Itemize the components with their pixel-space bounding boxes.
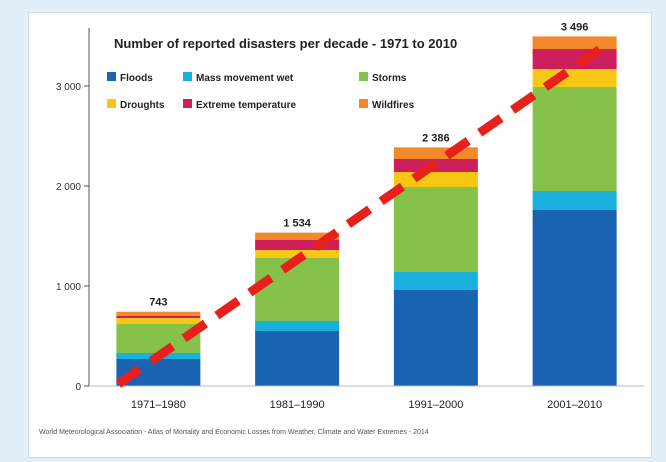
chart-card: 0 1 000 2 000 3 000 1971–1980 1981–1990 1991–… xyxy=(28,12,652,458)
x-tick-label: 1991–2000 xyxy=(408,399,463,411)
y-ticks: 0 1 000 2 000 3 000 xyxy=(56,82,89,393)
legend-label: Extreme temperature xyxy=(196,100,296,111)
legend-label: Droughts xyxy=(120,100,165,111)
legend-swatch xyxy=(107,99,116,108)
x-tick-labels: 1971–1980 1981–1990 1991–2000 2001–2010 xyxy=(131,399,602,411)
bar-segment xyxy=(393,290,478,386)
bar-segment xyxy=(532,87,617,191)
bar-segment xyxy=(116,318,201,324)
y-axis xyxy=(88,28,644,387)
legend-swatch xyxy=(183,99,192,108)
chart-title: Number of reported disasters per decade … xyxy=(114,36,457,51)
legend-swatch xyxy=(107,72,116,81)
legend-label: Floods xyxy=(120,73,153,84)
legend-label: Wildfires xyxy=(372,100,415,111)
legend-swatch xyxy=(359,99,368,108)
bar-segment xyxy=(255,321,340,331)
bar-segment xyxy=(532,191,617,210)
trend-line xyxy=(115,42,608,388)
legend-label: Mass movement wet xyxy=(196,73,294,84)
x-tick-label: 2001–2010 xyxy=(547,399,602,411)
data-label-total: 2 386 xyxy=(422,132,450,144)
legend-label: Storms xyxy=(372,73,407,84)
bar-segment xyxy=(393,187,478,272)
source-note: World Meteorological Association - Atlas… xyxy=(39,429,429,436)
legend: Floods Mass movement wet Storms Droughts Ext… xyxy=(107,72,415,111)
bar-segment xyxy=(393,272,478,290)
data-label-total: 743 xyxy=(149,297,167,309)
bar-segment xyxy=(116,315,201,318)
y-tick-label: 2 000 xyxy=(56,182,81,193)
x-tick-label: 1971–1980 xyxy=(131,399,186,411)
data-label-total: 1 534 xyxy=(283,218,311,230)
bar-segment xyxy=(532,36,617,49)
bar-segment xyxy=(393,147,478,159)
stacked-bar-chart: 0 1 000 2 000 3 000 1971–1980 1981–1990 1991–… xyxy=(39,21,644,436)
bar-segment xyxy=(532,49,617,69)
y-tick-label: 3 000 xyxy=(56,82,81,93)
bar-segment xyxy=(255,258,340,321)
bar-segment xyxy=(255,232,340,240)
bar-segment xyxy=(255,240,340,250)
total-labels: 743 1 534 2 386 3 496 xyxy=(149,21,588,308)
legend-swatch xyxy=(183,72,192,81)
y-tick-label: 0 xyxy=(75,382,81,393)
bar-segment xyxy=(532,210,617,386)
legend-swatch xyxy=(359,72,368,81)
bar-segment xyxy=(116,311,201,316)
bar-segment xyxy=(393,172,478,187)
bar-segment xyxy=(255,250,340,258)
data-label-total: 3 496 xyxy=(561,21,589,33)
x-tick-label: 1981–1990 xyxy=(270,399,325,411)
y-tick-label: 1 000 xyxy=(56,282,81,293)
bar-segment xyxy=(255,331,340,386)
